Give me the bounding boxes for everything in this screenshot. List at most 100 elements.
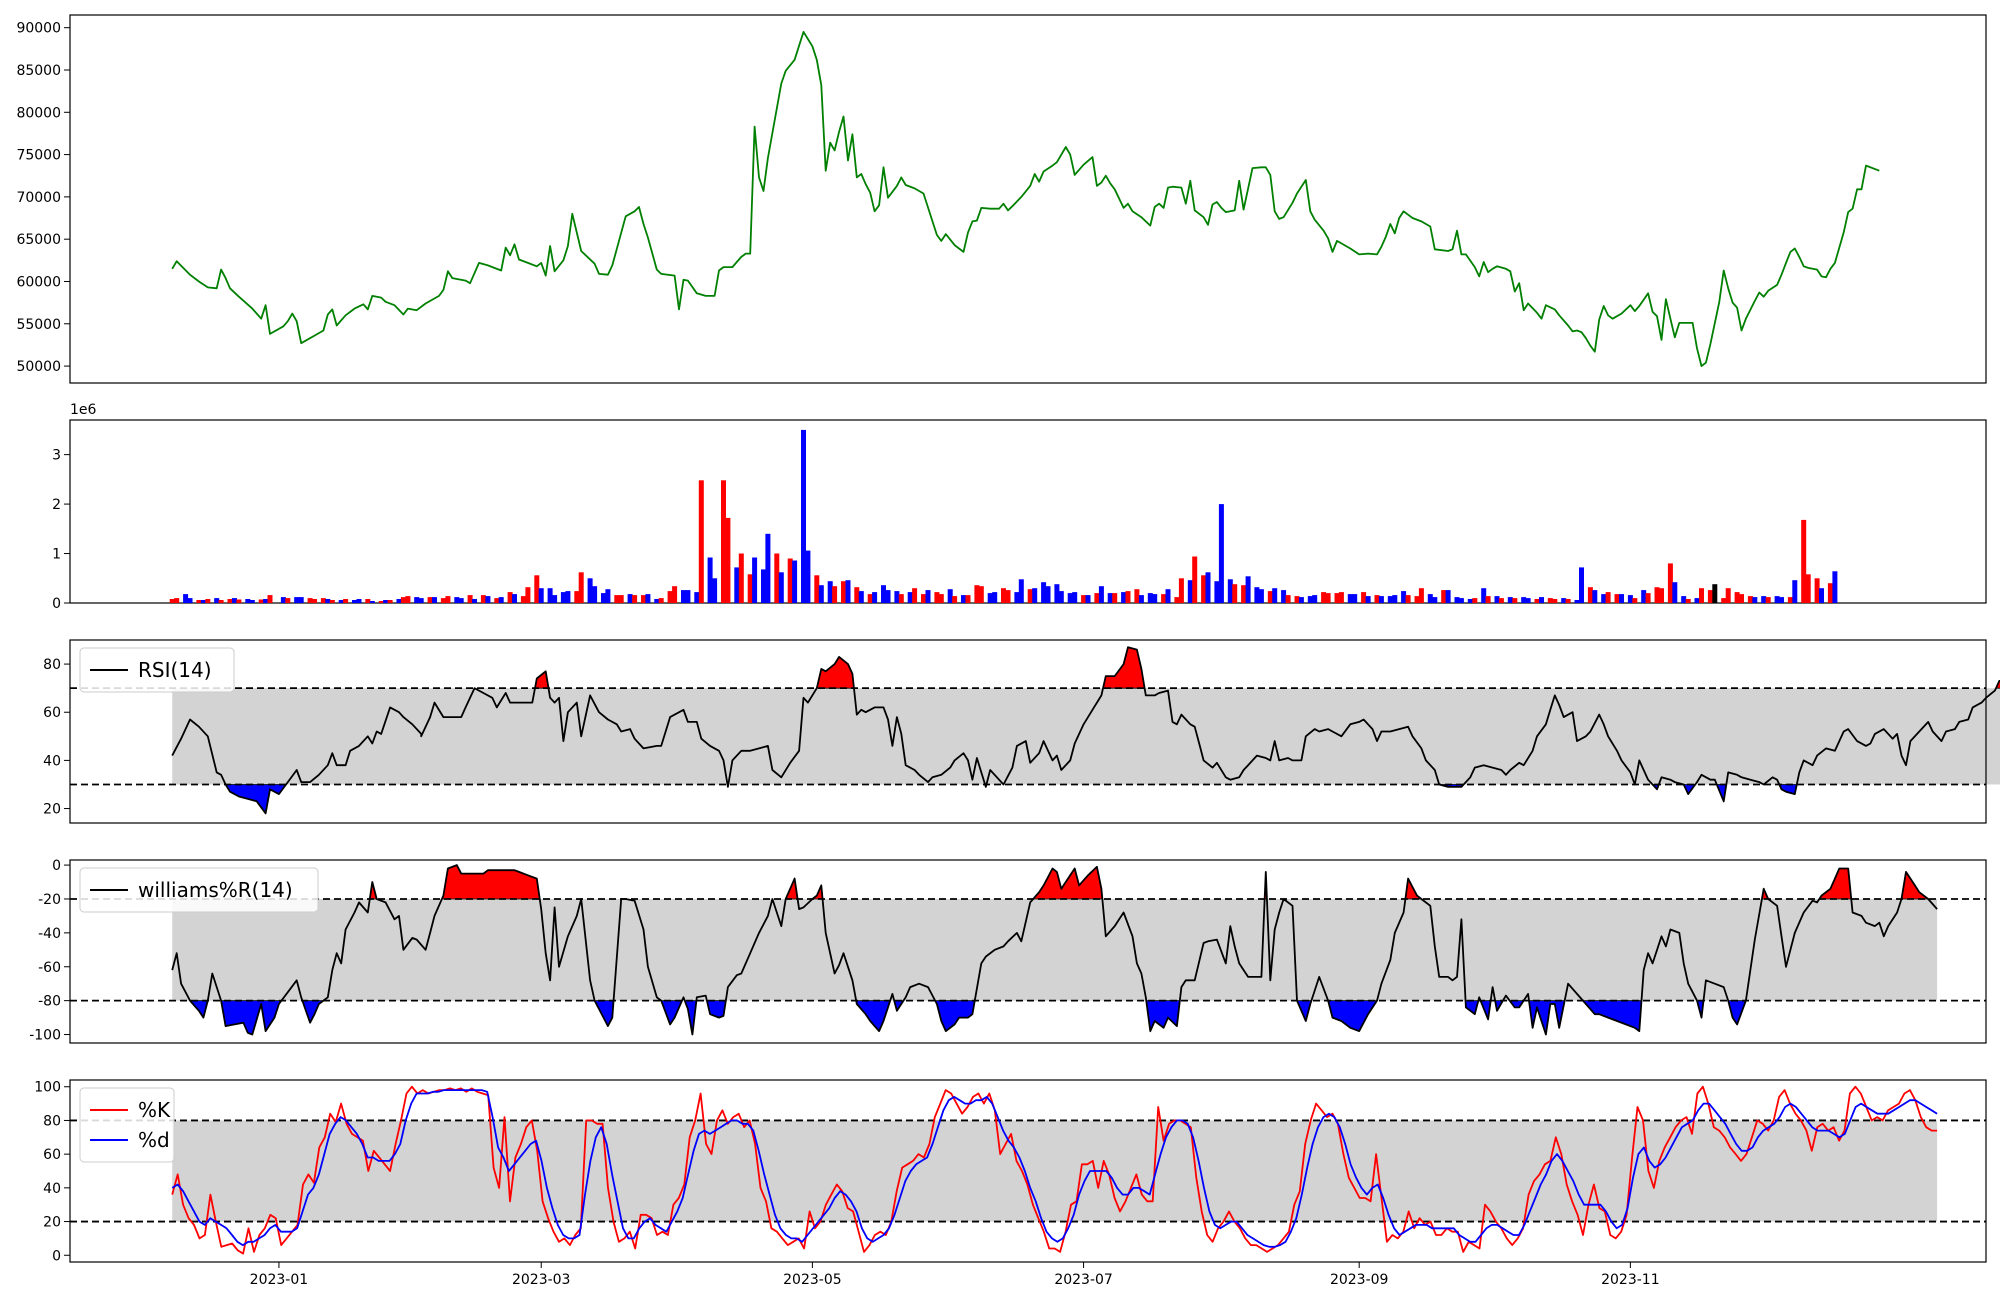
volume-bar — [396, 599, 402, 603]
volume-bar — [1098, 586, 1104, 603]
x-tick-label: 2023-03 — [512, 1272, 571, 1288]
volume-panel: 0 1 2 3 1e6 — [52, 402, 1987, 612]
volume-bar — [841, 581, 846, 603]
plot-frame — [69, 14, 1987, 384]
volume-bar — [618, 595, 624, 603]
y-tick-label: 20 — [43, 802, 61, 818]
volume-bar — [280, 597, 286, 603]
volume-bar — [1338, 592, 1344, 603]
y-tick-label: -20 — [38, 892, 61, 908]
volume-bar — [1027, 589, 1033, 603]
volume-bar — [480, 595, 486, 603]
x-tick-label: 2023-09 — [1330, 1272, 1389, 1288]
volume-bar — [498, 597, 504, 603]
volume-bar — [467, 595, 473, 603]
volume-bar — [961, 595, 966, 603]
volume-bar — [1192, 556, 1198, 603]
volume-bar — [525, 587, 531, 603]
volume-bar — [414, 597, 420, 603]
volume-bar — [1245, 576, 1251, 603]
volume-bar — [1441, 590, 1447, 603]
volume-bar — [872, 592, 878, 603]
volume-bar — [805, 550, 811, 603]
volume-bar — [1112, 593, 1118, 603]
williams-r-panel: -100 -80 -60 -40 -20 0 williams%R(14) — [29, 858, 1987, 1044]
volume-bar — [1085, 595, 1091, 603]
volume-bar — [1005, 590, 1011, 603]
volume-bar — [356, 599, 362, 603]
volume-bar — [925, 590, 931, 603]
volume-bar — [921, 594, 926, 603]
volume-bar — [858, 591, 864, 603]
volume-bar — [1161, 594, 1167, 603]
volume-bar — [365, 599, 371, 603]
volume-bar — [614, 595, 620, 603]
volume-bar — [1547, 598, 1553, 603]
volume-bar — [249, 600, 255, 603]
volume-bar — [1072, 592, 1078, 603]
volume-bar — [1427, 594, 1433, 603]
volume-bar — [1534, 599, 1540, 603]
volume-bar — [1734, 592, 1740, 603]
volume-bar — [538, 588, 544, 603]
volume-bar — [1001, 588, 1006, 603]
volume-bar — [1565, 599, 1571, 603]
volume-bar — [427, 597, 433, 603]
volume-bar — [343, 599, 349, 603]
y-tick-label: 80000 — [16, 105, 61, 121]
volume-bar — [681, 590, 686, 603]
volume-bar — [263, 599, 269, 603]
volume-bar — [1174, 597, 1180, 603]
volume-bar — [1352, 594, 1358, 603]
volume-bar — [645, 594, 651, 603]
volume-bar — [1054, 584, 1060, 603]
volume-bar — [1827, 583, 1833, 603]
volume-bar — [485, 596, 491, 603]
volume-bar — [1707, 590, 1713, 603]
volume-bar — [641, 595, 646, 603]
volume-bar — [707, 557, 713, 603]
volume-bar — [169, 599, 175, 603]
volume-bar — [627, 594, 633, 603]
volume-bar — [867, 594, 873, 603]
volume-bar — [1672, 582, 1678, 603]
legend-box — [79, 867, 319, 913]
volume-bar — [1325, 593, 1331, 603]
volume-bar — [1725, 588, 1731, 603]
volume-bar — [827, 581, 833, 603]
volume-bar — [1619, 594, 1624, 603]
volume-bar — [1747, 596, 1753, 603]
volume-bar — [400, 597, 406, 603]
volume-bar — [1241, 585, 1247, 603]
volume-bar — [285, 598, 291, 603]
x-tick-label: 2023-11 — [1601, 1272, 1660, 1288]
volume-bar — [698, 480, 704, 603]
volume-bar — [1561, 598, 1567, 603]
price-line — [171, 30, 1880, 368]
volume-bar — [174, 598, 180, 603]
y-tick-label: 60 — [43, 705, 61, 721]
volume-bar — [774, 553, 780, 603]
volume-bar — [507, 592, 513, 603]
rsi-panel: 20 40 60 80 RSI(14) — [43, 639, 2000, 824]
threshold-band — [172, 688, 2000, 785]
volume-bar — [721, 480, 726, 603]
volume-bar — [1361, 592, 1367, 603]
threshold-band — [172, 1120, 1938, 1222]
volume-bar — [947, 589, 953, 603]
volume-bar — [818, 585, 824, 603]
y-tick-label: 0 — [52, 1248, 61, 1264]
volume-bar — [801, 429, 806, 603]
volume-bar — [1801, 519, 1807, 603]
legend-box — [79, 647, 235, 693]
volume-bar — [1667, 563, 1673, 603]
volume-bar — [1681, 596, 1687, 603]
volume-bar — [1094, 593, 1100, 603]
volume-bar — [432, 597, 437, 603]
plot-frame — [69, 419, 1987, 604]
volume-bar — [307, 598, 313, 603]
volume-bar — [992, 592, 998, 603]
volume-bar — [694, 592, 700, 603]
volume-bar — [454, 597, 460, 603]
volume-bar — [320, 598, 326, 603]
